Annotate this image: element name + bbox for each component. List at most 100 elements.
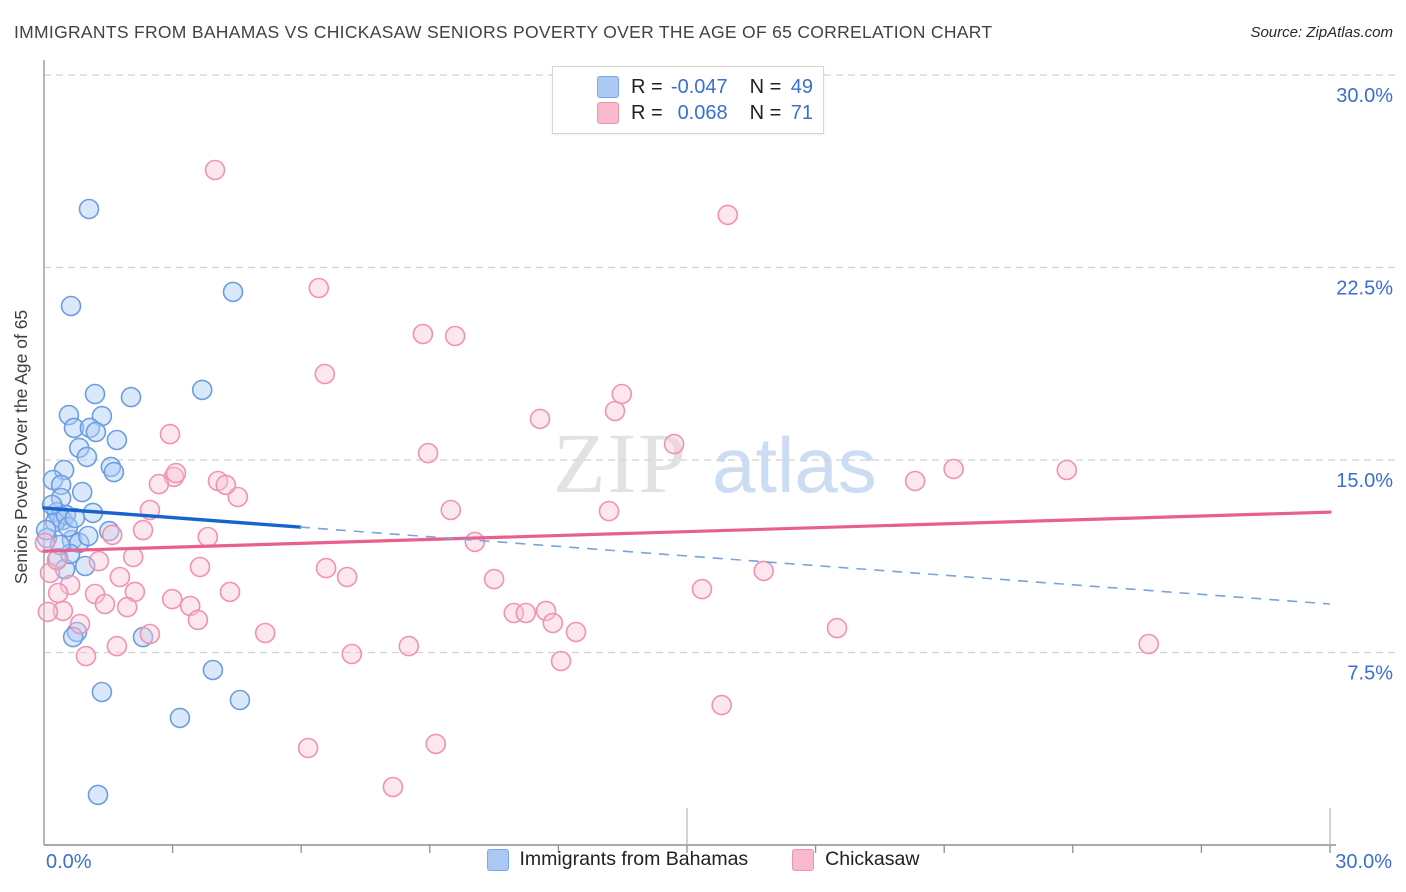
scatter-point-chickasaw [109, 566, 131, 588]
scatter-point-bahamas [76, 446, 98, 468]
scatter-point-chickasaw [943, 458, 964, 480]
scatter-point-chickasaw [215, 474, 237, 496]
scatter-point-bahamas [85, 421, 107, 443]
legend-item-label: Immigrants from Bahamas [519, 848, 749, 870]
scatter-point-bahamas [229, 689, 251, 711]
n-label: N = [749, 75, 782, 98]
scatter-point-chickasaw [161, 588, 183, 610]
scatter-point-chickasaw [165, 462, 187, 484]
scatter-point-chickasaw [417, 442, 439, 464]
stats-row-chickasaw: R = 0.068 N = 71 [597, 100, 813, 126]
chickasaw-swatch-icon [597, 102, 619, 124]
y-tick-label: 22.5% [1336, 277, 1393, 299]
scatter-point-chickasaw [219, 581, 241, 603]
scatter-point-chickasaw [412, 323, 434, 345]
r-label: R = [631, 101, 663, 124]
zipatlas-watermark: ZIP [553, 415, 688, 511]
scatter-point-chickasaw [132, 519, 154, 541]
legend-item-label: Chickasaw [825, 848, 920, 870]
scatter-point-chickasaw [663, 433, 685, 455]
scatter-point-bahamas [63, 417, 85, 439]
scatter-point-chickasaw [47, 582, 69, 604]
scatter-point-bahamas [87, 784, 109, 806]
scatter-point-chickasaw [711, 694, 733, 716]
scatter-point-bahamas [91, 681, 113, 703]
chickasaw-swatch-icon [792, 848, 815, 871]
scatter-point-chickasaw [341, 643, 363, 665]
scatter-point-chickasaw [148, 473, 170, 495]
scatter-point-chickasaw [227, 486, 249, 508]
scatter-point-chickasaw [75, 645, 97, 667]
scatter-point-chickasaw [37, 601, 59, 623]
scatter-point-chickasaw [444, 325, 466, 347]
scatter-point-bahamas [60, 295, 82, 317]
scatter-point-chickasaw [904, 470, 926, 492]
r-value-chickasaw: 0.068 [677, 101, 728, 124]
r-label: R = [631, 75, 663, 98]
zipatlas-watermark: atlas [712, 421, 877, 509]
n-value-bahamas: 49 [790, 75, 813, 98]
legend-item-bahamas: Immigrants from Bahamas [486, 848, 749, 871]
scatter-point-chickasaw [159, 423, 181, 445]
scatter-point-chickasaw [336, 566, 358, 588]
y-tick-label: 30.0% [1336, 85, 1393, 107]
scatter-point-chickasaw [122, 546, 144, 568]
n-value-chickasaw: 71 [790, 101, 813, 124]
scatter-point-chickasaw [398, 635, 420, 657]
scatter-point-chickasaw [753, 560, 775, 582]
scatter-point-bahamas [71, 481, 93, 503]
scatter-point-bahamas [106, 429, 128, 451]
scatter-point-chickasaw [503, 602, 525, 624]
legend-item-chickasaw: Chickasaw [792, 848, 919, 871]
scatter-point-bahamas [77, 525, 99, 547]
scatter-point-bahamas [64, 507, 86, 529]
chickasaw-trend-line [42, 510, 1332, 553]
scatter-point-chickasaw [483, 568, 505, 590]
scatter-point-bahamas [58, 404, 80, 426]
r-value-bahamas: -0.047 [670, 75, 728, 98]
x-axis-min-label: 0.0% [46, 851, 92, 873]
scatter-point-chickasaw [826, 617, 848, 639]
scatter-point-bahamas [120, 386, 142, 408]
scatter-point-chickasaw [204, 159, 226, 181]
scatter-point-bahamas [169, 707, 191, 729]
scatter-point-chickasaw [598, 500, 620, 522]
scatter-point-chickasaw [101, 524, 123, 546]
y-tick-label: 7.5% [1347, 662, 1393, 684]
scatter-point-chickasaw [440, 499, 462, 521]
scatter-point-bahamas [84, 383, 106, 405]
x-axis-max-label: 30.0% [1335, 851, 1392, 873]
bahamas-trend-line [42, 506, 302, 529]
scatter-point-chickasaw [382, 776, 404, 798]
scatter-point-bahamas [191, 379, 213, 401]
scatter-point-chickasaw [425, 733, 447, 755]
page-title: IMMIGRANTS FROM BAHAMAS VS CHICKASAW SEN… [14, 22, 993, 42]
scatter-point-chickasaw [116, 596, 138, 618]
scatter-point-chickasaw [308, 277, 330, 299]
scatter-point-chickasaw [464, 531, 486, 553]
scatter-point-chickasaw [69, 613, 91, 635]
scatter-point-chickasaw [565, 621, 587, 643]
scatter-point-chickasaw [550, 650, 572, 672]
scatter-point-chickasaw [717, 204, 739, 226]
scatter-point-bahamas [62, 626, 84, 648]
scatter-point-bahamas [222, 281, 244, 303]
scatter-point-chickasaw [59, 574, 81, 596]
scatter-point-chickasaw [39, 562, 61, 584]
scatter-point-chickasaw [94, 593, 116, 615]
scatter-point-bahamas [78, 198, 100, 220]
stats-row-bahamas: R = -0.047 N = 49 [597, 74, 813, 100]
scatter-point-bahamas [103, 461, 125, 483]
scatter-point-chickasaw [46, 549, 68, 571]
y-axis-title: Seniors Poverty Over the Age of 65 [11, 310, 31, 584]
scatter-point-bahamas [202, 659, 224, 681]
n-label: N = [749, 101, 782, 124]
correlation-stats-box: R = -0.047 N = 49 R = 0.068 N = 71 [552, 66, 824, 134]
scatter-point-chickasaw [542, 612, 564, 634]
scatter-point-chickasaw [1056, 459, 1078, 481]
bahamas-swatch-icon [597, 76, 619, 98]
scatter-point-chickasaw [106, 635, 128, 657]
scatter-point-chickasaw [515, 602, 537, 624]
scatter-point-chickasaw [314, 363, 336, 385]
